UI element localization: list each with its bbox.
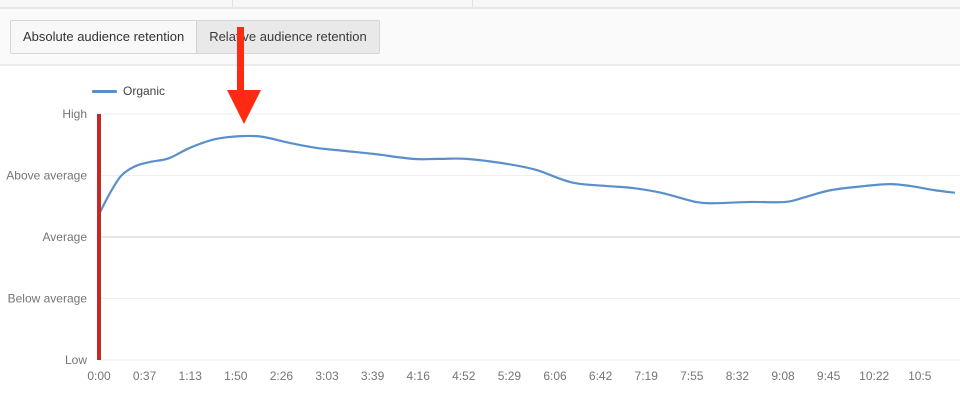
y-axis-label: High (62, 107, 87, 121)
top-strip (0, 0, 960, 9)
x-axis-label: 3:39 (361, 369, 385, 383)
x-axis-label: 9:08 (771, 369, 795, 383)
y-axis-label: Low (65, 353, 87, 367)
playhead-marker[interactable] (97, 114, 101, 360)
x-axis-label: 4:52 (452, 369, 476, 383)
x-axis-label: 0:00 (87, 369, 111, 383)
x-axis-label: 9:45 (817, 369, 841, 383)
legend-label-organic: Organic (123, 84, 166, 98)
x-axis-label: 3:03 (315, 369, 339, 383)
y-axis-label: Above average (6, 169, 87, 183)
x-axis-label: 1:50 (224, 369, 248, 383)
x-axis-label: 10:5 (908, 369, 932, 383)
tab-divider (232, 0, 233, 7)
x-axis-label: 0:37 (133, 369, 157, 383)
relative-retention-button[interactable]: Relative audience retention (196, 21, 379, 53)
x-axis-label: 1:13 (179, 369, 203, 383)
x-axis-label: 2:26 (270, 369, 294, 383)
retention-toolbar: Absolute audience retention Relative aud… (0, 9, 960, 66)
x-axis-label: 6:42 (589, 369, 613, 383)
x-axis-label: 5:29 (498, 369, 522, 383)
x-axis-label: 4:16 (407, 369, 431, 383)
x-axis-label: 7:19 (635, 369, 659, 383)
retention-chart: Organic Low Below average Average Above ave… (0, 66, 960, 407)
chart-plot[interactable]: Low Below average Average Above average High… (0, 66, 960, 407)
x-axis-label: 6:06 (543, 369, 567, 383)
y-axis-label: Below average (8, 292, 88, 306)
x-axis-label: 8:32 (726, 369, 750, 383)
legend-swatch-organic (92, 89, 117, 93)
absolute-retention-button[interactable]: Absolute audience retention (11, 21, 197, 53)
x-axis-label: 7:55 (680, 369, 704, 383)
series-line-organic[interactable] (98, 134, 956, 215)
tab-divider (472, 0, 473, 7)
chart-legend: Organic (92, 84, 165, 98)
y-axis-label: Average (43, 230, 88, 244)
retention-mode-toggle: Absolute audience retention Relative aud… (10, 20, 380, 54)
x-axis-label: 10:22 (859, 369, 889, 383)
